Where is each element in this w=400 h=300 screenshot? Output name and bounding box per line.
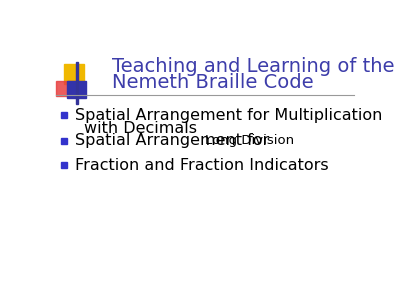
Bar	[56, 81, 76, 96]
Text: Long Division: Long Division	[205, 134, 294, 147]
Text: Spatial Arrangement for: Spatial Arrangement for	[75, 133, 274, 148]
Text: Nemeth Braille Code: Nemeth Braille Code	[112, 73, 314, 92]
Text: Teaching and Learning of the: Teaching and Learning of the	[112, 57, 394, 76]
Bar	[76, 62, 78, 104]
Bar	[61, 138, 67, 144]
Bar	[61, 112, 67, 119]
Text: Fraction and Fraction Indicators: Fraction and Fraction Indicators	[75, 158, 328, 173]
Text: with Decimals: with Decimals	[84, 121, 197, 136]
Text: Spatial Arrangement for Multiplication: Spatial Arrangement for Multiplication	[75, 108, 382, 123]
Bar	[64, 64, 84, 84]
Bar	[61, 162, 67, 168]
Bar	[67, 81, 86, 98]
